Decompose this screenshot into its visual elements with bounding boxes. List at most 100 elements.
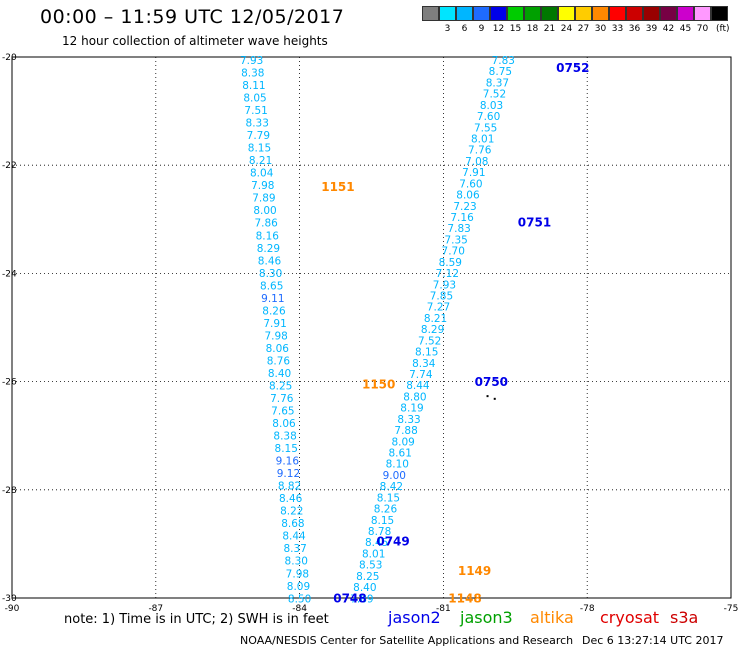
legend-swatch bbox=[626, 6, 643, 21]
pass-time-label: 0749 bbox=[376, 534, 409, 548]
swh-value-right-track: 8.25 bbox=[356, 571, 379, 583]
lat-tick-label: -20 bbox=[2, 53, 17, 63]
lat-tick-label: -26 bbox=[2, 378, 17, 388]
swh-value-left-track: 8.82 bbox=[278, 481, 301, 493]
swh-value-left-track: 8.38 bbox=[241, 68, 264, 80]
legend-label: 15 bbox=[509, 24, 522, 34]
pass-time-label: 1149 bbox=[458, 564, 491, 578]
legend-label: 18 bbox=[526, 24, 539, 34]
swh-value-right-track: 7.16 bbox=[450, 212, 474, 224]
swh-value-left-track: 8.11 bbox=[242, 80, 265, 92]
legend-label: 12 bbox=[492, 24, 505, 34]
legend-swatch bbox=[541, 6, 558, 21]
swh-value-left-track: 7.86 bbox=[254, 218, 278, 230]
swh-value-left-track: 8.21 bbox=[249, 155, 272, 167]
lon-tick-label: -81 bbox=[436, 604, 451, 614]
swh-value-right-track: 8.19 bbox=[400, 403, 423, 415]
swh-value-right-track: 8.01 bbox=[362, 548, 385, 560]
swh-value-left-track: 7.89 bbox=[252, 193, 275, 205]
legend-swatch bbox=[609, 6, 626, 21]
swh-value-left-track: 7.51 bbox=[244, 105, 267, 117]
swh-value-right-track: 8.40 bbox=[353, 582, 376, 594]
swh-value-right-track: 7.88 bbox=[394, 425, 417, 437]
swh-value-left-track: 7.98 bbox=[251, 180, 274, 192]
swh-value-left-track: 8.33 bbox=[246, 118, 269, 130]
legend-swatch bbox=[439, 6, 456, 21]
page-subtitle: 12 hour collection of altimeter wave hei… bbox=[62, 34, 328, 48]
swh-value-left-track: 7.91 bbox=[263, 318, 286, 330]
legend-swatch bbox=[524, 6, 541, 21]
legend-swatch bbox=[643, 6, 660, 21]
mission-label-cryosat: cryosat bbox=[600, 608, 660, 627]
legend-swatch bbox=[711, 6, 728, 21]
lon-tick-label: -75 bbox=[724, 604, 739, 614]
swh-value-right-track: 8.78 bbox=[368, 526, 391, 538]
pass-time-label: 0750 bbox=[475, 375, 508, 389]
swh-value-left-track: 7.93 bbox=[240, 55, 263, 67]
legend-unit: (ft) bbox=[716, 24, 730, 34]
lat-tick-label: -28 bbox=[2, 486, 17, 496]
swh-value-left-track: 8.22 bbox=[280, 506, 303, 518]
legend-swatch bbox=[507, 6, 524, 21]
mission-label-s3a: s3a bbox=[670, 608, 699, 627]
swh-value-right-track: 7.83 bbox=[492, 55, 515, 67]
swh-value-right-track: 7.60 bbox=[477, 111, 500, 123]
swh-value-right-track: 7.74 bbox=[409, 369, 433, 381]
footer-generated-date: Dec 6 13:27:14 UTC 2017 bbox=[582, 634, 724, 647]
swh-value-right-track: 8.15 bbox=[415, 347, 438, 359]
swh-value-right-track: 8.53 bbox=[359, 560, 382, 572]
mission-label-jason3: jason3 bbox=[460, 608, 513, 627]
swh-value-right-track: 7.76 bbox=[468, 145, 492, 157]
swh-value-right-track: 7.83 bbox=[447, 223, 470, 235]
swh-value-right-track: 8.10 bbox=[386, 459, 409, 471]
legend-label: 45 bbox=[679, 24, 692, 34]
swh-value-right-track: 7.85 bbox=[430, 291, 453, 303]
swh-value-left-track: 8.25 bbox=[269, 380, 292, 392]
page-title: 00:00 – 11:59 UTC 12/05/2017 bbox=[40, 6, 345, 28]
swh-value-left-track: 8.46 bbox=[258, 255, 282, 267]
swh-value-left-track: 8.37 bbox=[283, 543, 306, 555]
swh-value-right-track: 7.93 bbox=[433, 279, 456, 291]
swh-value-left-track: 8.16 bbox=[256, 230, 280, 242]
swh-value-left-track: 8.29 bbox=[257, 243, 280, 255]
legend-swatch bbox=[694, 6, 711, 21]
swh-value-right-track: 7.55 bbox=[474, 122, 497, 134]
legend-swatch bbox=[677, 6, 694, 21]
swh-value-right-track: 8.15 bbox=[371, 515, 394, 527]
swh-value-left-track: 8.40 bbox=[268, 368, 291, 380]
swh-value-left-track: 7.79 bbox=[247, 130, 270, 142]
legend-label: 3 bbox=[444, 24, 451, 34]
swh-value-left-track: 8.26 bbox=[262, 305, 286, 317]
swh-value-left-track: 8.15 bbox=[248, 143, 271, 155]
legend-label: 33 bbox=[611, 24, 624, 34]
lat-tick-label: -22 bbox=[2, 161, 17, 171]
wave-height-legend: 3 6 9 12 15 18 21 24 27 30 33 36 39 42 45 70 (ft) bbox=[422, 6, 732, 38]
swh-value-left-track: 7.65 bbox=[271, 406, 294, 418]
footer-credit: NOAA/NESDIS Center for Satellite Applica… bbox=[240, 634, 574, 647]
swh-value-right-track: 7.52 bbox=[418, 335, 441, 347]
swh-value-right-track: 8.33 bbox=[397, 414, 420, 426]
swh-value-left-track: 8.38 bbox=[273, 431, 296, 443]
legend-swatch bbox=[575, 6, 592, 21]
lat-tick-label: -30 bbox=[2, 594, 17, 604]
swh-value-left-track: 7.98 bbox=[264, 330, 287, 342]
swh-value-right-track: 8.45 bbox=[365, 537, 388, 549]
swh-value-right-track: 7.91 bbox=[462, 167, 485, 179]
swh-value-left-track: 8.65 bbox=[260, 280, 283, 292]
pass-time-label: 0748 bbox=[333, 591, 366, 605]
swh-value-left-track: 8.05 bbox=[243, 93, 266, 105]
legend-label: 27 bbox=[577, 24, 590, 34]
swh-value-left-track: 7.76 bbox=[270, 393, 294, 405]
mission-label-jason2: jason2 bbox=[388, 608, 441, 627]
pass-time-label: 1148 bbox=[448, 591, 481, 605]
map-frame bbox=[11, 56, 732, 599]
swh-value-left-track: 8.44 bbox=[282, 531, 306, 543]
swh-value-right-track: 7.52 bbox=[483, 89, 506, 101]
swh-value-right-track: 8.61 bbox=[389, 448, 412, 460]
swh-value-left-track: 8.46 bbox=[279, 493, 303, 505]
swh-value-right-track: 8.37 bbox=[486, 77, 509, 89]
legend-swatch bbox=[558, 6, 575, 21]
footer-note: note: 1) Time is in UTC; 2) SWH is in fe… bbox=[64, 612, 329, 627]
swh-value-right-track: 8.09 bbox=[391, 436, 414, 448]
